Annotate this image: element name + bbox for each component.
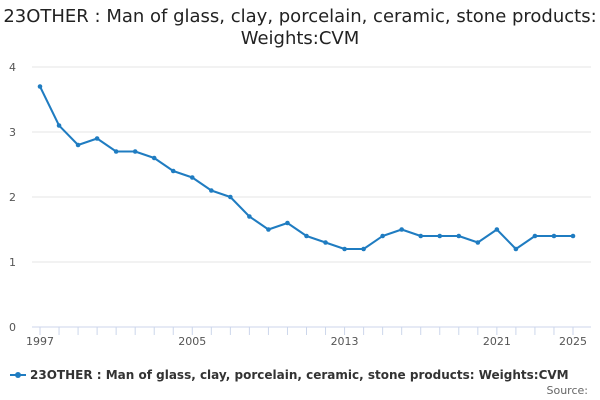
- legend-label: 23OTHER : Man of glass, clay, porcelain,…: [30, 368, 569, 382]
- y-tick-label: 0: [9, 321, 16, 334]
- data-point[interactable]: [342, 246, 347, 252]
- data-point[interactable]: [437, 233, 443, 239]
- data-point[interactable]: [323, 240, 328, 245]
- data-point[interactable]: [361, 246, 366, 252]
- data-point[interactable]: [151, 155, 157, 161]
- x-tick-label: 2021: [483, 335, 511, 348]
- data-point[interactable]: [132, 149, 138, 154]
- data-point[interactable]: [380, 233, 385, 239]
- data-point[interactable]: [285, 220, 290, 226]
- data-point[interactable]: [494, 227, 500, 232]
- data-point[interactable]: [247, 214, 252, 219]
- data-point[interactable]: [37, 84, 43, 89]
- y-tick-label: 2: [9, 191, 16, 204]
- data-point[interactable]: [456, 233, 462, 239]
- data-point[interactable]: [418, 233, 424, 239]
- legend[interactable]: 23OTHER : Man of glass, clay, porcelain,…: [10, 367, 569, 383]
- x-tick-label: 1997: [26, 335, 54, 348]
- data-point[interactable]: [551, 233, 557, 239]
- x-tick-label: 2025: [559, 335, 587, 348]
- data-point[interactable]: [304, 233, 309, 239]
- data-point[interactable]: [228, 194, 233, 200]
- data-point[interactable]: [513, 246, 519, 252]
- source-label: Source:: [546, 384, 589, 397]
- y-tick-label: 3: [9, 126, 16, 139]
- data-point[interactable]: [113, 149, 119, 154]
- data-point[interactable]: [170, 168, 176, 174]
- data-point[interactable]: [75, 142, 81, 148]
- y-tick-label: 4: [9, 61, 16, 74]
- data-point[interactable]: [94, 136, 100, 141]
- chart-title: 23OTHER : Man of glass, clay, porcelain,…: [3, 6, 597, 49]
- data-point[interactable]: [399, 227, 404, 232]
- y-tick-label: 1: [9, 256, 16, 269]
- data-point[interactable]: [209, 188, 214, 193]
- x-tick-label: 2013: [331, 335, 359, 348]
- data-point[interactable]: [56, 123, 62, 128]
- data-point[interactable]: [189, 175, 195, 180]
- data-point[interactable]: [532, 233, 538, 239]
- legend-line-marker-icon: [10, 370, 26, 380]
- series-line: [39, 85, 574, 250]
- data-point[interactable]: [266, 227, 271, 232]
- data-point[interactable]: [570, 233, 576, 239]
- x-tick-label: 2005: [178, 335, 206, 348]
- data-point[interactable]: [475, 240, 481, 245]
